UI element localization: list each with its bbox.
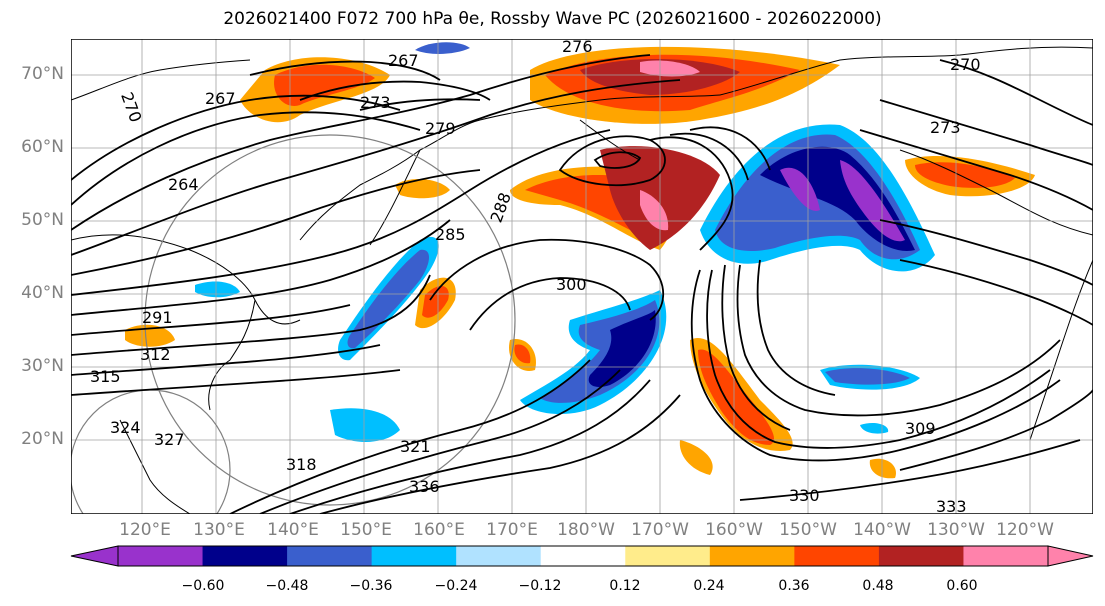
colorbar-tick-label: 0.24 [693,578,725,594]
colorbar-frame [117,545,1049,567]
lon-label: 170°E [486,520,538,540]
colorbar-extend-right [1047,545,1094,567]
contour-label: 273 [360,93,391,112]
colorbar-segment [878,546,964,566]
contour-label: 291 [142,308,173,327]
colorbar-segment [202,546,288,566]
colorbar-segment [456,546,542,566]
lon-label: 170°W [631,520,689,540]
contour-label: 279 [425,119,456,138]
theta-e-contours [71,54,1093,514]
lon-label: 160°E [413,520,465,540]
colorbar-segment [371,546,457,566]
lat-label: 70°N [21,64,64,84]
lat-label: 20°N [21,429,64,449]
lon-label: 130°E [193,520,245,540]
lat-label: 50°N [21,210,64,230]
lat-label: 40°N [21,283,64,303]
colorbar-tick-label: 0.60 [946,578,978,594]
contour-label: 333 [936,497,967,516]
colorbar-tick-label: −0.24 [434,578,478,594]
colorbar-segment [963,546,1049,566]
colorbar [70,545,1094,567]
contour-label: 315 [90,367,121,386]
colorbar-segment [709,546,795,566]
contour-label: 327 [154,430,185,449]
contour-label: 321 [400,437,431,456]
contour-labels: 267 270 273 276 279 264 267 270 273 285 … [90,37,981,516]
contour-label: 270 [950,55,981,74]
contour-label: 309 [905,419,936,438]
contour-label: 264 [168,175,199,194]
coastlines [71,46,1093,514]
contour-label: 312 [140,345,171,364]
contour-label: 330 [789,486,820,505]
contour-label: 273 [930,118,961,137]
contour-label: 267 [205,89,236,108]
lon-label: 150°W [779,520,837,540]
colorbar-segment [625,546,711,566]
lon-label: 130°W [927,520,985,540]
lat-label: 60°N [21,137,64,157]
contour-label: 276 [562,37,593,56]
colorbar-tick-label: −0.48 [265,578,309,594]
colorbar-segment [794,546,880,566]
colorbar-tick-label: −0.12 [518,578,562,594]
map-title: 2026021400 F072 700 hPa θe, Rossby Wave … [223,9,882,29]
colorbar-segment [118,546,204,566]
lon-label: 140°E [267,520,319,540]
lat-label: 30°N [21,356,64,376]
contour-label: 285 [435,225,466,244]
lon-label: 120°W [996,520,1054,540]
lon-label: 140°W [853,520,911,540]
contour-label: 300 [556,275,587,294]
contour-label: 324 [110,418,141,437]
lon-label: 120°E [119,520,171,540]
colorbar-tick-label: −0.60 [181,578,225,594]
contour-label: 318 [286,455,317,474]
lon-label: 160°W [705,520,763,540]
colorbar-segment [540,546,626,566]
contour-label: 336 [409,477,440,496]
colorbar-tick-label: 0.48 [862,578,894,594]
colorbar-tick-label: 0.36 [778,578,810,594]
colorbar-tick-label: −0.36 [349,578,393,594]
colorbar-tick-label: 0.12 [609,578,641,594]
colorbar-extend-left [70,545,119,567]
contour-label: 267 [388,51,419,70]
lon-label: 150°E [340,520,392,540]
colorbar-segment [287,546,373,566]
lon-label: 180°W [557,520,615,540]
